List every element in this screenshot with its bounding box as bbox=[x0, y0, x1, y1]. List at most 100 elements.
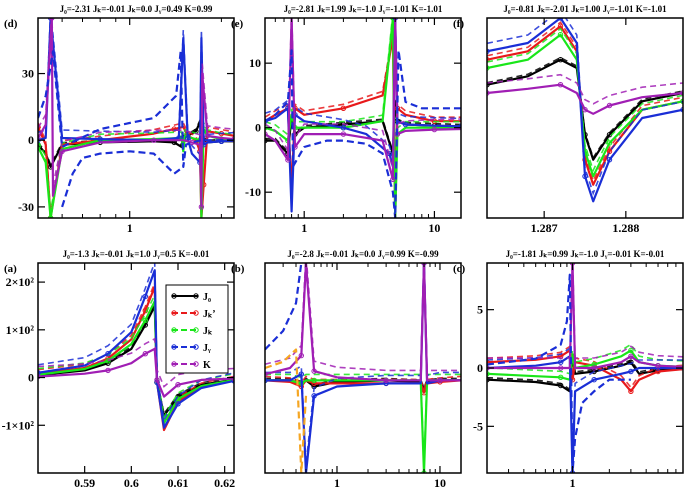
marker-d-1-6 bbox=[171, 126, 177, 132]
series-f-4 bbox=[487, 83, 683, 115]
marker-c-4-8 bbox=[628, 353, 634, 359]
series-dash-b-4 bbox=[265, 263, 461, 372]
panel-c: J₀=-1.81 Jₖ=0.99 Jₖ=-1.0 Jᵧ=-0.01 K=-0.0… bbox=[453, 249, 684, 490]
panel-frame-f bbox=[486, 17, 684, 219]
xtick-label-d-0: 1 bbox=[127, 221, 133, 235]
legend-label-2: Jₖ bbox=[203, 326, 213, 337]
panel-title-c: J₀=-1.81 Jₖ=0.99 Jₖ=-1.0 Jᵧ=-0.01 K=-0.0… bbox=[506, 249, 665, 259]
marker-d-2-0 bbox=[38, 144, 41, 150]
legend-marker2-3 bbox=[193, 344, 199, 350]
marker-f-3-0 bbox=[487, 48, 490, 54]
legend-marker-1 bbox=[171, 310, 177, 316]
marker-c-2-2 bbox=[558, 374, 564, 380]
legend: J₀ Jₖ’ Jₖ Jᵧ K bbox=[165, 284, 229, 374]
marker-b-3-4 bbox=[311, 393, 317, 399]
marker-f-0-0 bbox=[487, 82, 490, 88]
panel-frame-b bbox=[264, 262, 462, 474]
marker-a-4-2 bbox=[105, 367, 111, 374]
ytick-label-e-0: -10 bbox=[245, 185, 261, 199]
marker-f-4-2 bbox=[557, 82, 564, 88]
marker-f-2-6 bbox=[606, 140, 613, 146]
marker-a-3-0 bbox=[38, 370, 41, 376]
ytick-label-a-0: -1×10² bbox=[2, 418, 35, 432]
marker-f-4-4 bbox=[582, 107, 588, 113]
series-b-5 bbox=[265, 348, 308, 473]
marker-e-4-0 bbox=[265, 131, 268, 137]
marker-c-1-8 bbox=[628, 388, 634, 394]
xtick-label-a-3: 0.62 bbox=[214, 476, 235, 490]
marker-d-4-12 bbox=[204, 133, 211, 139]
panel-label-e: (e) bbox=[231, 18, 244, 30]
marker-c-3-8 bbox=[628, 368, 634, 375]
xtick-label-b-0: 1 bbox=[334, 476, 340, 490]
marker-c-1-10 bbox=[655, 368, 661, 375]
marker-f-2-2 bbox=[557, 32, 564, 38]
xtick-label-a-1: 0.6 bbox=[124, 476, 139, 490]
marker-c-2-8 bbox=[628, 347, 634, 354]
panel-title-e: J₀=-2.81 Jₖ=1.99 Jₖ=-1.0 Jᵧ=-1.01 K=-1.0… bbox=[284, 4, 443, 14]
ytick-label-a-1: 0 bbox=[28, 371, 34, 385]
marker-b-4-6 bbox=[383, 377, 389, 384]
panel-label-d: (d) bbox=[4, 18, 18, 30]
marker-e-4-12 bbox=[431, 126, 438, 133]
series-c-5 bbox=[487, 273, 631, 473]
marker-a-3-2 bbox=[105, 351, 111, 357]
panel-a: J₀=-1.3 Jₖ=-0.01 Jₖ=1.0 Jᵧ=0.5 K=-0.01 0.… bbox=[2, 249, 236, 490]
marker-d-4-6 bbox=[151, 137, 157, 143]
marker-c-1-0 bbox=[487, 359, 490, 365]
series-e-4 bbox=[265, 18, 461, 181]
marker-f-2-0 bbox=[487, 65, 490, 71]
legend-marker-3 bbox=[171, 344, 177, 350]
series-dash-d-3 bbox=[38, 18, 234, 157]
series-b-4 bbox=[265, 263, 461, 382]
legend-marker2-0 bbox=[193, 293, 199, 299]
marker-b-3-2 bbox=[298, 371, 304, 377]
marker-a-4-0 bbox=[38, 373, 41, 380]
series-f-3 bbox=[487, 18, 683, 203]
marker-c-0-2 bbox=[558, 382, 564, 389]
marker-c-4-2 bbox=[558, 365, 564, 371]
series-dash-f-3 bbox=[487, 18, 683, 196]
series-b-3 bbox=[265, 263, 461, 473]
panel-d: J₀=-2.31 Jₖ=-0.01 Jₖ=0.0 Jᵧ=0.49 K=0.99 1… bbox=[4, 4, 235, 235]
marker-c-2-0 bbox=[487, 371, 490, 377]
marker-a-3-4 bbox=[142, 293, 149, 300]
xtick-label-e-0: 1 bbox=[301, 221, 307, 235]
marker-e-0-0 bbox=[265, 137, 268, 144]
series-d-6 bbox=[61, 150, 184, 208]
legend-label-1: Jₖ’ bbox=[203, 309, 216, 320]
series-c-1 bbox=[487, 349, 683, 393]
marker-c-4-10 bbox=[655, 363, 661, 369]
series-d-5 bbox=[38, 50, 234, 168]
legend-label-4: K bbox=[203, 360, 211, 371]
marker-a-2-4 bbox=[142, 317, 149, 323]
marker-b-4-2 bbox=[298, 352, 304, 359]
xtick-label-f-0: 1.287 bbox=[531, 221, 558, 235]
series-dash-c-3 bbox=[487, 346, 683, 466]
marker-c-0-0 bbox=[487, 377, 490, 383]
ytick-label-c-2: 5 bbox=[477, 303, 483, 317]
series-dash-f-2 bbox=[487, 27, 683, 173]
xtick-label-f-1: 1.288 bbox=[612, 221, 639, 235]
series-dash-e-4 bbox=[265, 18, 461, 170]
marker-a-4-6 bbox=[154, 377, 160, 383]
marker-a-4-4 bbox=[142, 351, 149, 357]
series-dash-f-4 bbox=[487, 73, 683, 105]
panel-frame-e bbox=[264, 17, 462, 219]
series-dash-d-4 bbox=[38, 18, 234, 197]
ytick-label-d-1: 0 bbox=[28, 133, 34, 147]
marker-b-3-0 bbox=[265, 377, 268, 384]
panel-f: J₀=-0.81 Jₖ=-2.01 Jₖ=1.00 Jᵧ=-1.01 K=-1.… bbox=[453, 4, 684, 235]
ytick-label-d-2: 30 bbox=[22, 67, 34, 81]
panel-frame-d bbox=[37, 17, 235, 219]
legend-label-0: J₀ bbox=[203, 292, 211, 303]
series-e-5 bbox=[265, 49, 461, 218]
marker-c-3-2 bbox=[558, 359, 564, 365]
marker-b-4-4 bbox=[311, 368, 317, 374]
marker-e-3-12 bbox=[402, 121, 409, 128]
panel-label-b: (b) bbox=[231, 263, 245, 275]
series-dash-d-1 bbox=[38, 121, 234, 215]
series-c-3 bbox=[487, 355, 683, 473]
panel-frame-a bbox=[37, 262, 235, 474]
legend-marker-0 bbox=[171, 293, 177, 299]
